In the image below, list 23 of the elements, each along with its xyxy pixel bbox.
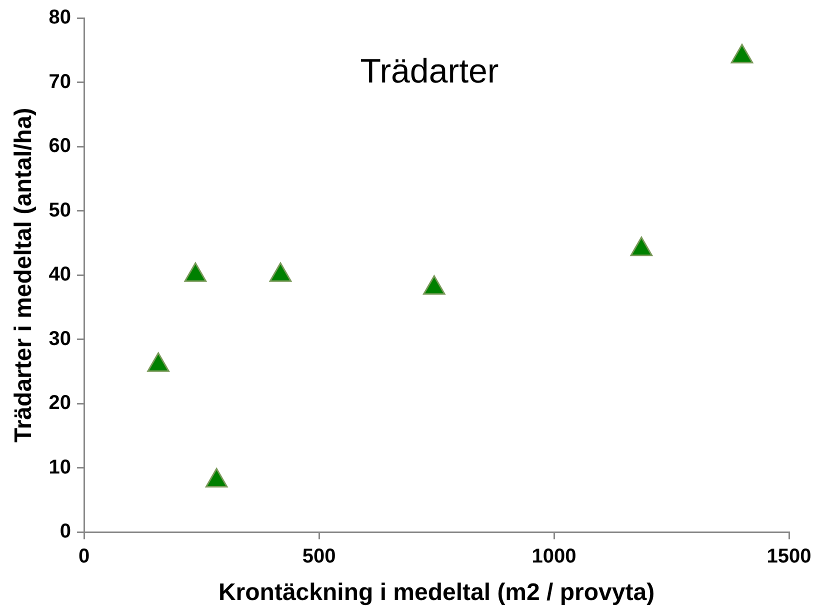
y-tick-label: 40 [48,264,72,286]
x-tick-label: 500 [302,546,336,568]
y-tick-label: 30 [48,328,72,350]
y-axis-title: Trädarter i medeltal (antal/ha) [10,108,38,442]
y-tick-label: 60 [48,135,72,158]
x-tick-label: 1000 [532,546,576,568]
x-tick-label: 1500 [766,546,812,568]
point [205,468,228,488]
y-tick-label: 80 [48,6,72,29]
point [184,262,207,282]
x-tick-label: 0 [78,546,90,568]
y-tick-label: 50 [48,199,72,222]
text: Trädarter [360,52,499,90]
point [423,275,446,295]
point [630,236,653,256]
point [730,44,754,64]
point [269,262,292,282]
y-tick-label: 0 [60,520,72,543]
y-tick-label: 10 [48,456,72,478]
point [147,352,170,372]
y-tick-label: 70 [48,70,72,93]
y-tick-label: 20 [48,392,72,414]
x-axis-title: Krontäckning i medeltal (m2 / provyta) [218,579,655,606]
